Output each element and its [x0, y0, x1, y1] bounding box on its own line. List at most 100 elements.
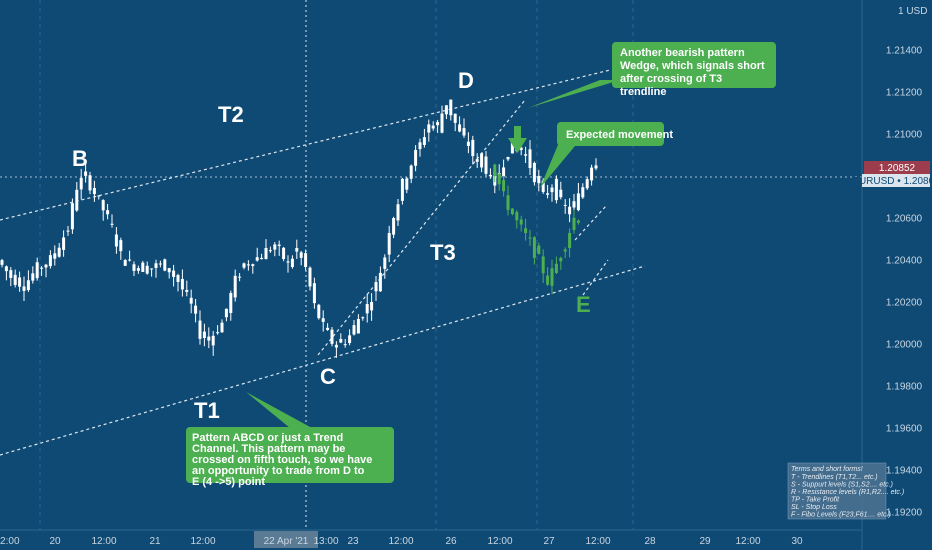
candle	[31, 273, 35, 281]
candle	[308, 267, 312, 287]
price-tick-label: 1.20600	[886, 214, 923, 225]
candle	[194, 305, 198, 314]
candle	[365, 304, 369, 314]
candle	[145, 265, 149, 274]
candle	[176, 275, 180, 282]
time-tick-labels: 22:00 20 12:00 21 12:00 22 Apr '21 13:00 23 12:0…	[0, 531, 803, 548]
candle	[563, 204, 567, 206]
candle	[79, 177, 83, 190]
last-price-text: 1.20852	[879, 163, 916, 174]
projected-candle	[576, 220, 580, 223]
candle	[238, 276, 242, 278]
candle	[110, 223, 114, 225]
candle	[339, 338, 343, 343]
projected-candle	[572, 217, 576, 230]
candle	[295, 247, 299, 252]
candle	[163, 259, 167, 271]
candle	[317, 304, 321, 319]
candle	[475, 159, 479, 162]
candle	[506, 157, 510, 160]
legend-line: SL - Stop Loss	[791, 504, 837, 511]
candle	[18, 277, 22, 287]
candle	[13, 274, 17, 285]
legend-line: T - Trendlines (T1,T2... etc.)	[791, 474, 878, 481]
candle	[92, 187, 96, 195]
trendline-t3	[317, 99, 526, 356]
time-tick-label: 12:00	[487, 536, 512, 547]
projected-candle	[563, 249, 567, 252]
candle	[312, 283, 316, 304]
candle	[405, 178, 409, 190]
candle	[273, 244, 277, 250]
wedge-callout-text: Another bearish pattern Wedge, which sign…	[620, 47, 765, 98]
candle	[590, 167, 594, 181]
candle	[449, 99, 453, 116]
expected-movement-text: Expected movement	[566, 129, 673, 141]
candle	[216, 332, 220, 334]
trendline-label-t2: T2	[218, 102, 244, 127]
trendline-label-t3: T3	[430, 240, 456, 265]
projected-candle	[510, 208, 514, 215]
time-tick-label: 27	[543, 536, 555, 547]
candle	[224, 308, 228, 318]
time-tick-label: 23	[347, 536, 359, 547]
candle	[374, 282, 378, 292]
candle	[172, 270, 176, 277]
candle	[290, 258, 294, 268]
trendline-t2	[0, 69, 611, 221]
price-tick-label: 1.19800	[886, 382, 923, 393]
candle	[576, 193, 580, 211]
candle	[528, 149, 532, 168]
candle	[541, 180, 545, 193]
projected-candles	[493, 163, 580, 295]
time-tick-label: 29	[699, 536, 711, 547]
expected-movement-callout[interactable]: Expected movement	[540, 122, 673, 188]
candle	[414, 149, 418, 166]
candle	[84, 171, 88, 176]
legend-line: R - Resistance levels (R1,R2.... etc.)	[791, 489, 904, 496]
arrow-down-icon	[508, 126, 527, 153]
legend-title: Terms and short forms!	[791, 466, 863, 473]
candle	[572, 201, 576, 208]
candle	[343, 344, 347, 346]
candle	[75, 189, 79, 211]
candle	[189, 297, 193, 304]
terms-legend: Terms and short forms! T - Trendlines (T…	[787, 462, 904, 520]
price-tick-label: 1.19600	[886, 424, 923, 435]
candle	[62, 237, 66, 250]
candle	[132, 264, 136, 271]
candle	[106, 210, 110, 215]
candle	[462, 128, 466, 136]
time-tick-label: 22 Apr '21	[264, 536, 309, 547]
abcd-callout-text: Pattern ABCD or just a Trend Channel. Thi…	[192, 432, 372, 488]
candle	[466, 141, 470, 146]
price-axis-panel[interactable]	[862, 0, 932, 550]
candle	[453, 113, 457, 123]
wedge-callout[interactable]: Another bearish pattern Wedge, which sign…	[528, 42, 776, 108]
candle	[422, 137, 426, 145]
candle	[220, 322, 224, 333]
projected-candle	[546, 275, 550, 285]
candle	[251, 264, 255, 266]
abcd-callout[interactable]: Pattern ABCD or just a Trend Channel. Thi…	[186, 392, 394, 488]
trendlines	[0, 69, 646, 456]
candle	[202, 331, 206, 339]
candle	[128, 259, 132, 261]
legend-line: TP - Take Profit	[791, 497, 840, 504]
candle	[334, 344, 338, 348]
time-tick-label: 12:00	[91, 536, 116, 547]
candle	[348, 335, 352, 344]
candle	[585, 179, 589, 189]
point-label-d: D	[458, 68, 474, 93]
candle	[158, 263, 162, 265]
candle	[392, 218, 396, 235]
candle	[233, 275, 237, 298]
time-tick-label: 22:00	[0, 536, 20, 547]
candle	[378, 272, 382, 292]
legend-line: S - Suppurt levels (S1,S2.... etc.)	[791, 482, 893, 489]
price-candles	[0, 99, 598, 358]
candle	[167, 268, 171, 273]
projected-candle	[554, 263, 558, 273]
